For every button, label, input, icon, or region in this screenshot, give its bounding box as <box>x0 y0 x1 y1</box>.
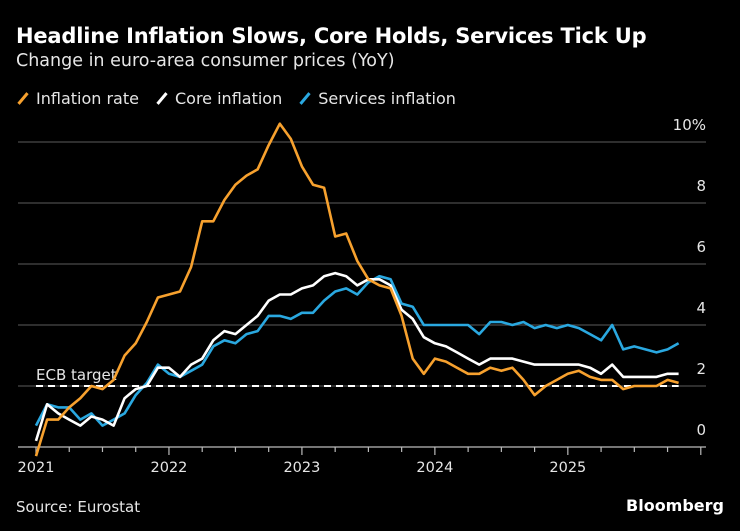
series-line-inflation-rate <box>34 122 679 457</box>
y-tick-label: 4 <box>696 299 706 317</box>
x-tick-label: 2024 <box>416 460 453 476</box>
y-tick-label: 2 <box>696 360 706 378</box>
x-tick-label: 2025 <box>549 460 586 476</box>
bloomberg-logo: Bloomberg <box>626 496 724 515</box>
legend-label: Core inflation <box>174 89 283 108</box>
legend-item-inflation-rate: Inflation rate <box>16 89 139 108</box>
x-tick-label: 2022 <box>151 460 188 476</box>
y-tick-label: 10% <box>673 116 706 134</box>
series-line-services-inflation <box>34 274 680 427</box>
x-tick-label: 2023 <box>283 460 320 476</box>
y-tick-label: 8 <box>696 177 706 195</box>
chart-title: Headline Inflation Slows, Core Holds, Se… <box>16 24 647 48</box>
chart-subtitle: Change in euro-area consumer prices (YoY… <box>16 51 395 71</box>
ecb-target-label: ECB target <box>36 366 117 384</box>
legend-label: Services inflation <box>318 89 456 108</box>
y-tick-label: 0 <box>696 421 706 439</box>
series-line-core-inflation <box>34 271 679 442</box>
legend: Inflation rate Core inflation Services i… <box>16 89 456 108</box>
x-tick-label: 2021 <box>18 460 55 476</box>
legend-label: Inflation rate <box>36 89 139 108</box>
legend-item-core-inflation: Core inflation <box>155 89 282 108</box>
y-tick-label: 6 <box>696 238 706 256</box>
legend-item-services-inflation: Services inflation <box>298 89 456 108</box>
source-note: Source: Eurostat <box>16 498 141 516</box>
